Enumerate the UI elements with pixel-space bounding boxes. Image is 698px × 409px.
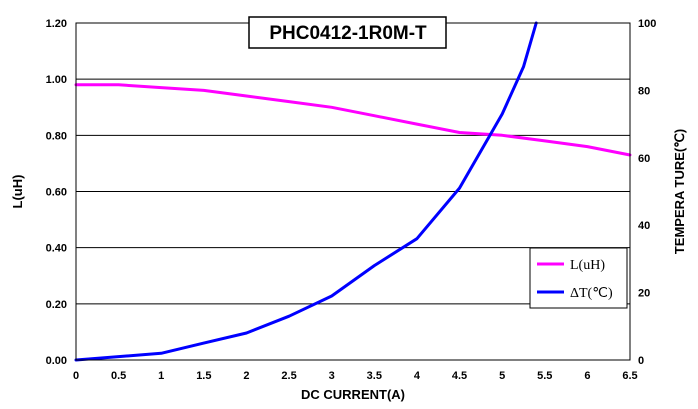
y-left-tick-label: 0.40: [46, 243, 67, 255]
x-axis-title: DC CURRENT(A): [301, 387, 405, 402]
y-left-tick-label: 0.60: [46, 187, 67, 199]
x-axis-ticks: 0 0.5 1 1.5 2 2.5 3 3.5 4 4.5 5 5.5 6 6.5: [73, 370, 638, 382]
legend-box: [529, 247, 628, 309]
y-right-tick-label: 100: [638, 18, 656, 30]
x-tick-label: 0.5: [111, 370, 126, 382]
left-axis-title: L(uH): [10, 175, 25, 209]
legend: L(uH) ΔT(℃): [529, 247, 628, 309]
x-tick-label: 2: [243, 370, 249, 382]
title-text: PHC0412-1R0M-T: [269, 23, 427, 44]
right-axis-title: TEMPERA TURE(℃): [672, 129, 687, 254]
legend-label: L(uH): [570, 258, 605, 273]
x-tick-label: 5: [499, 370, 505, 382]
x-tick-label: 4.5: [452, 370, 467, 382]
x-tick-label: 1: [158, 370, 164, 382]
y-right-tick-label: 20: [638, 288, 650, 300]
left-axis-ticks: 0.00 0.20 0.40 0.60 0.80 1.00 1.20: [46, 18, 67, 367]
x-tick-label: 6: [584, 370, 590, 382]
right-axis-ticks: 0 20 40 60 80 100: [638, 18, 656, 367]
y-right-tick-label: 40: [638, 220, 650, 232]
y-left-tick-label: 0.00: [46, 355, 67, 367]
x-tick-label: 3: [329, 370, 335, 382]
x-tick-label: 3.5: [367, 370, 382, 382]
x-tick-label: 6.5: [622, 370, 637, 382]
y-left-tick-label: 0.80: [46, 130, 67, 142]
title-box: [248, 16, 447, 49]
gridlines: [76, 22, 630, 361]
y-left-tick-label: 1.20: [46, 18, 67, 30]
chart-title: PHC0412-1R0M-T: [248, 16, 447, 49]
series-line-temperature: [74, 21, 538, 362]
x-tick-label: 4: [414, 370, 421, 382]
x-tick-label: 5.5: [537, 370, 552, 382]
series-line-inductance: [74, 83, 632, 157]
x-tick-label: 2.5: [281, 370, 296, 382]
y-left-tick-label: 1.00: [46, 74, 67, 86]
y-left-tick-label: 0.20: [46, 299, 67, 311]
x-tick-label: 1.5: [196, 370, 211, 382]
y-right-tick-label: 60: [638, 153, 650, 165]
y-right-tick-label: 80: [638, 85, 650, 97]
x-tick-label: 0: [73, 370, 79, 382]
y-right-tick-label: 0: [638, 355, 644, 367]
series-layer: [74, 21, 632, 362]
legend-label: ΔT(℃): [570, 286, 613, 301]
